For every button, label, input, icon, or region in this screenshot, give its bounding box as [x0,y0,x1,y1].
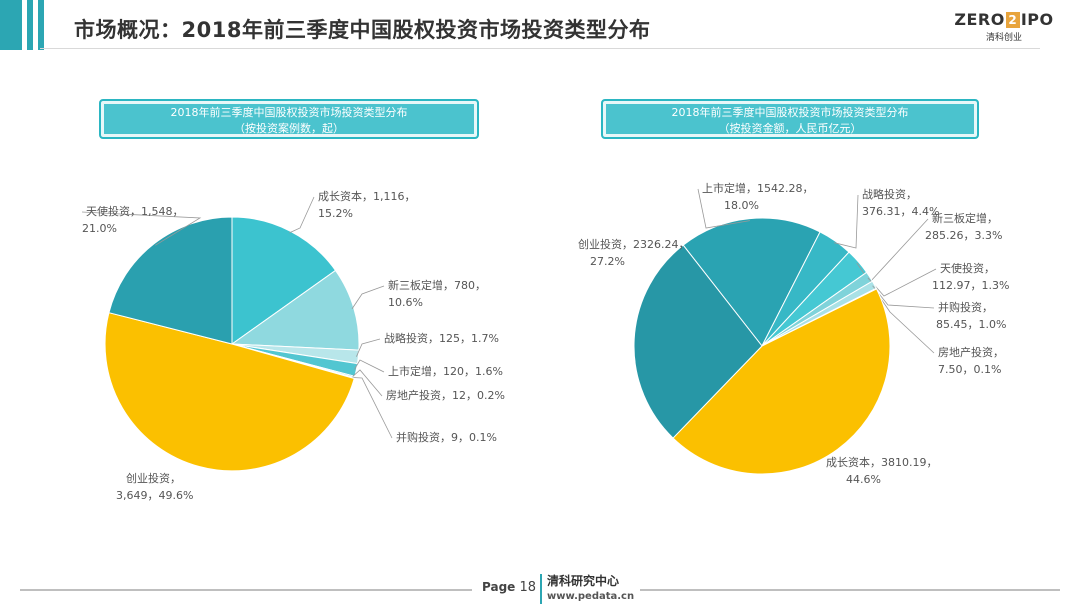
slice-value-label: 376.31，4.4% [862,205,939,218]
chart-1-subtitle: （按投资案例数，起） [234,122,344,135]
slice-label: 并购投资，9，0.1% [396,430,497,444]
pie-slice [633,244,763,439]
footer-rule-left [20,589,472,591]
slice-value-label: 3,649，49.6% [116,489,193,502]
accent-bar [27,0,33,50]
accent-bar [0,0,22,50]
pie-chart-by-amount: 上市定增，1542.28， 18.0% 战略投资， 376.31，4.4%新三板定增，… [578,181,1009,486]
logo-wordmark: ZERO 2 IPO [954,10,1054,29]
footer-brand-name: 清科研究中心 [547,574,620,588]
slice-label: 创业投资， [126,471,181,485]
footer-rule-right [640,589,1060,591]
slice-value-label: 112.97，1.3% [932,279,1009,292]
logo-box: 2 [1005,12,1020,28]
logo-text-right: IPO [1020,10,1054,29]
slice-value-label: 10.6% [388,296,423,309]
slice-label: 成长资本，3810.19， [826,455,938,469]
slice-label: 新三板定增，780， [388,278,486,292]
slice-label: 天使投资，1,548， [86,204,184,218]
pie-slice [231,216,337,345]
slice-value-label: 85.45，1.0% [936,318,1006,331]
slice-value-label: 15.2% [318,207,353,220]
chart-1-title-box: 2018年前三季度中国股权投资市场投资类型分布 （按投资案例数，起） [99,99,479,139]
chart-2-title-box: 2018年前三季度中国股权投资市场投资类型分布 （按投资金额，人民币亿元） [601,99,979,139]
leader-line [697,188,750,229]
accent-bar [38,0,44,50]
logo-text-left: ZERO [954,10,1005,29]
footer-brand: 清科研究中心 www.pedata.cn [547,574,634,604]
slice-value-label: 7.50，0.1% [938,363,1001,376]
slice-label: 天使投资， [940,261,995,275]
slice-label: 创业投资，2326.24， [578,237,690,251]
pie-chart-by-count: 成长资本，1,116， 15.2% 新三板定增，780， 10.6% 战略投资，125，… [81,189,505,502]
leader-line [354,359,385,373]
slice-value-label: 285.26，3.3% [925,229,1002,242]
leader-line [351,285,385,310]
slice-label: 上市定增，1542.28， [702,181,814,195]
pie-slice [230,269,360,351]
brand-logo: ZERO 2 IPO 清科创业 [954,10,1054,44]
logo-subtitle: 清科创业 [985,33,1022,43]
pie-slice [672,288,891,475]
pie-slice [108,216,233,345]
slice-label: 并购投资， [938,300,993,314]
leader-line [289,196,315,234]
page-label: Page [482,580,516,594]
page-title: 市场概况：2018年前三季度中国股权投资市场投资类型分布 [74,18,651,42]
slice-label: 战略投资，125，1.7% [384,331,499,345]
footer-url: www.pedata.cn [547,591,635,602]
slice-value-label: 18.0% [724,199,759,212]
slice-value-label: 27.2% [590,255,625,268]
slice-label: 新三板定增， [932,211,998,225]
leader-line [352,377,393,439]
page-number-value: 18 [519,580,536,595]
pie-slice [104,312,355,472]
slice-label: 上市定增，120，1.6% [388,364,503,378]
leader-line [356,338,381,357]
pie-slice [682,217,821,347]
footer-separator [540,574,542,604]
leader-line [352,369,383,397]
slice-value-label: 21.0% [82,222,117,235]
title-divider [40,48,1040,49]
slice-value-label: 44.6% [846,473,881,486]
leader-line [81,211,202,246]
slice-label: 房地产投资， [938,345,1004,359]
slice-label: 房地产投资，12，0.2% [386,388,505,402]
page-number: Page 18 [482,580,536,595]
slice-label: 成长资本，1,116， [318,189,416,203]
chart-2-title: 2018年前三季度中国股权投资市场投资类型分布 [671,106,909,119]
chart-1-title: 2018年前三季度中国股权投资市场投资类型分布 [170,106,408,119]
leader-line [856,218,929,283]
chart-2-subtitle: （按投资金额，人民币亿元） [718,122,862,135]
slice-label: 战略投资， [862,187,917,201]
header-accent-bars [0,0,60,50]
leader-line [834,194,859,249]
